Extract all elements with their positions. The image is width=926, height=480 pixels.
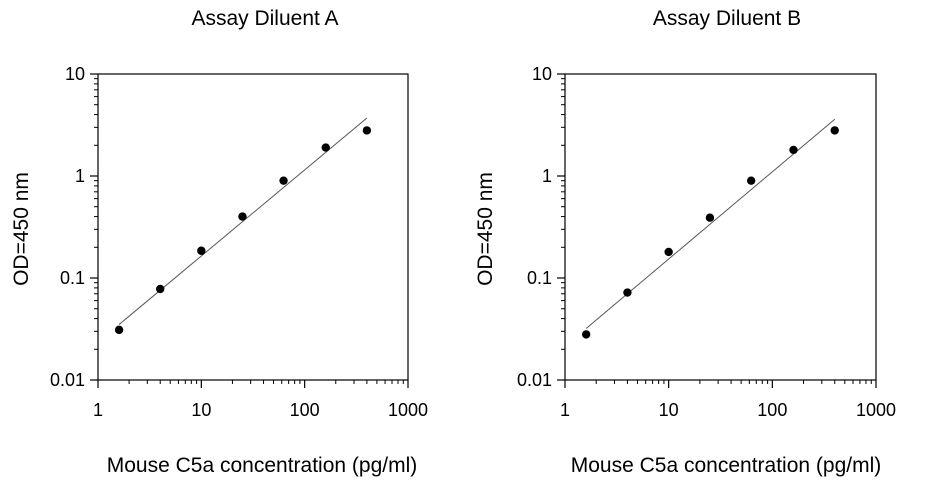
y-axis-label: OD=450 nm [10,172,33,286]
data-point [279,176,288,185]
data-point [830,126,839,135]
y-tick-label: 10 [532,64,552,84]
data-point [705,213,715,222]
y-tick-label: 0.1 [527,268,552,288]
plot-frame [97,73,409,381]
y-tick-label: 0.01 [517,370,552,390]
x-tick-label: 10 [191,400,211,420]
data-point [664,247,673,257]
data-point [156,284,165,294]
x-tick-label: 100 [757,400,787,420]
data-point [362,126,372,135]
data-point [114,325,124,335]
x-tick-label: 1 [560,400,570,420]
x-axis-label: Mouse C5a concentration (pg/ml) [571,454,881,477]
chart-assay-diluent-b: Assay Diluent B 1 10 100 1000 0.01 0.1 1 10 Mouse… [474,7,896,477]
data-point [623,288,632,297]
chart-title: Assay Diluent A [191,7,338,30]
y-tick-label: 0.1 [60,268,85,288]
x-tick-label: 10 [659,400,679,420]
chart-title: Assay Diluent B [653,7,801,30]
x-tick-label: 100 [290,400,320,420]
fit-line [118,117,368,325]
plot-frame [564,73,877,381]
y-tick-label: 1 [542,166,552,186]
x-tick-label: 1000 [388,400,428,420]
x-tick-label: 1000 [856,400,896,420]
y-tick-label: 0.01 [50,370,85,390]
y-tick-label: 10 [65,64,85,84]
data-point [746,176,756,185]
data-point [238,212,247,221]
x-axis-label: Mouse C5a concentration (pg/ml) [107,454,417,477]
x-tick-label: 1 [93,400,103,420]
y-tick-label: 1 [75,166,85,186]
data-point [581,330,591,339]
data-point [197,246,206,255]
data-point [789,145,798,155]
data-point [321,143,330,152]
y-axis-label: OD=450 nm [474,172,497,286]
chart-assay-diluent-a: Assay Diluent A 1 10 100 1000 0.01 0.1 1 10 Mouse… [10,7,428,477]
